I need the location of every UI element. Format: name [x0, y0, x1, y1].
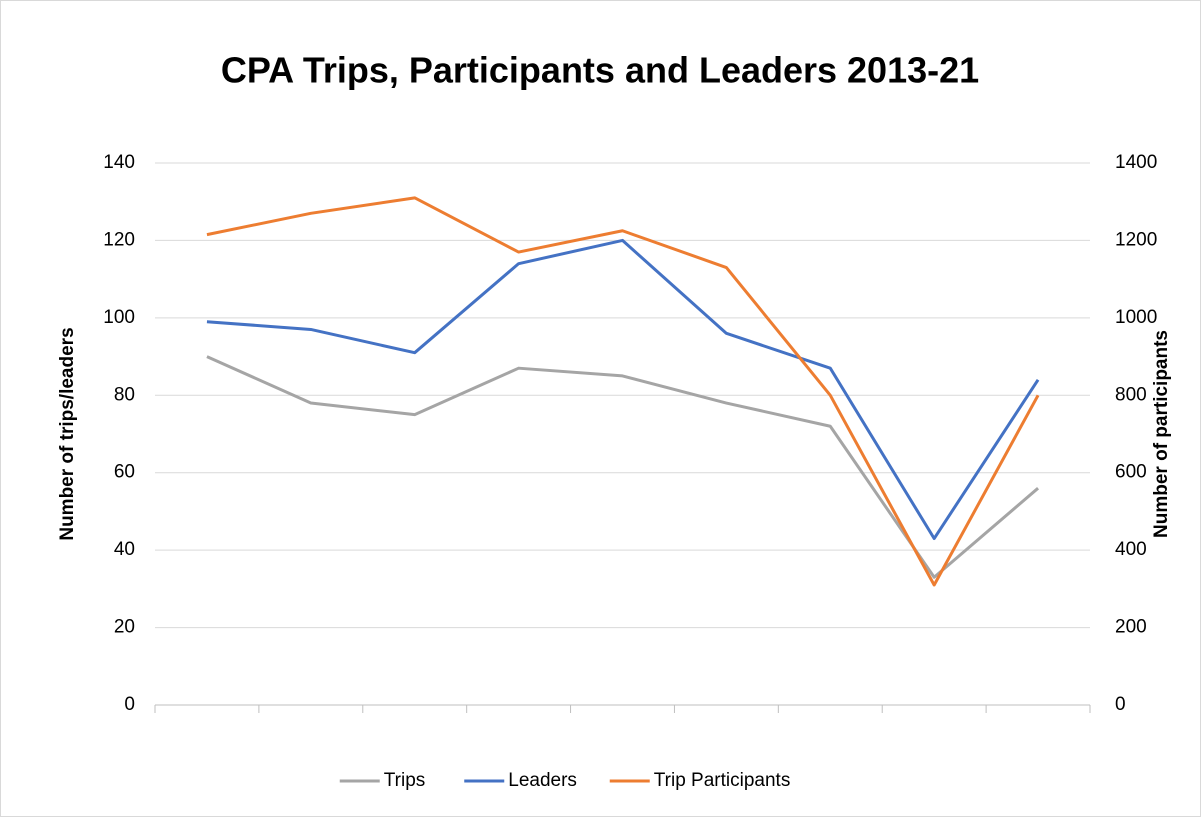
y2-tick-label: 400 [1115, 539, 1147, 560]
chart-title: CPA Trips, Participants and Leaders 2013… [221, 50, 979, 91]
y2-tick-label: 800 [1115, 384, 1147, 405]
series-line [206, 355, 1040, 579]
y2-axis-title: Number of participants [1151, 330, 1172, 538]
legend-label: Trip Participants [654, 770, 791, 791]
legend-label: Leaders [508, 770, 577, 791]
y-tick-label: 100 [103, 307, 135, 328]
y2-tick-label: 200 [1115, 617, 1147, 638]
y2-tick-label: 1400 [1115, 152, 1157, 173]
y2-tick-label: 0 [1115, 694, 1126, 715]
y-tick-label: 120 [103, 229, 135, 250]
series-line [206, 196, 1040, 587]
y-tick-label: 20 [114, 617, 135, 638]
y2-tick-label: 1200 [1115, 229, 1157, 250]
y-tick-label: 140 [103, 152, 135, 173]
y-tick-label: 40 [114, 539, 135, 560]
y-tick-label: 60 [114, 462, 135, 483]
y-axis-title: Number of trips/leaders [57, 327, 78, 540]
series-line [206, 238, 1040, 541]
y2-tick-label: 1000 [1115, 307, 1157, 328]
y2-tick-label: 600 [1115, 462, 1147, 483]
legend-label: Trips [384, 770, 426, 791]
y-tick-label: 80 [114, 384, 135, 405]
y-tick-label: 0 [124, 694, 135, 715]
